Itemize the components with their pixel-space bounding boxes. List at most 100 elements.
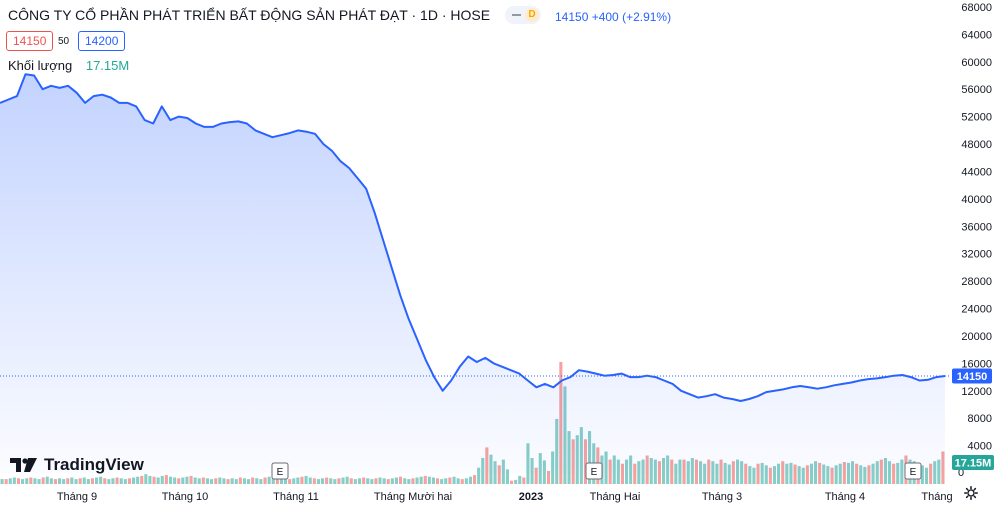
volume-bar <box>793 464 797 484</box>
volume-bar <box>226 479 230 484</box>
volume-bar <box>748 466 752 484</box>
volume-bar <box>452 476 456 484</box>
volume-bar <box>177 478 181 484</box>
volume-bar <box>440 479 444 484</box>
volume-bar <box>296 477 300 484</box>
volume-bar <box>366 478 370 484</box>
volume-bar <box>460 479 464 484</box>
volume-bar <box>214 478 218 484</box>
volume-bar <box>809 463 813 484</box>
volume-bar <box>0 479 4 484</box>
volume-bar <box>863 466 867 484</box>
y-tick-label: 16000 <box>961 358 992 370</box>
x-tick-label: Tháng 10 <box>162 491 208 503</box>
volume-tag: 17.15M <box>952 455 994 470</box>
y-tick-label: 68000 <box>961 2 992 14</box>
volume-bar <box>173 477 177 484</box>
volume-bar <box>830 467 834 484</box>
volume-bar <box>21 479 25 484</box>
y-tick-label: 40000 <box>961 194 992 206</box>
interval-status-pill[interactable]: D <box>505 6 541 24</box>
volume-bar <box>892 463 896 484</box>
volume-bar <box>62 479 66 484</box>
volume-bar <box>752 467 756 484</box>
volume-bar <box>547 471 551 484</box>
volume-bar <box>267 476 271 484</box>
volume-bar <box>896 462 900 484</box>
volume-bar <box>197 478 201 484</box>
volume-bar <box>871 463 875 484</box>
y-tick-label: 44000 <box>961 166 992 178</box>
volume-bar <box>518 475 522 484</box>
volume-bar <box>785 463 789 484</box>
volume-bar <box>744 463 748 484</box>
sell-price-button[interactable]: 14150 <box>6 31 54 51</box>
earnings-markers[interactable]: E E E <box>271 462 922 480</box>
volume-bar <box>345 476 349 484</box>
tradingview-logo[interactable]: TradingView <box>10 455 144 475</box>
volume-bar <box>805 465 809 484</box>
volume-bar <box>925 467 929 484</box>
y-tick-label: 36000 <box>961 221 992 233</box>
volume-bar <box>760 462 764 484</box>
volume-legend-label: Khối lượng <box>8 58 73 73</box>
x-tick-label: Tháng 9 <box>57 491 97 503</box>
volume-bar <box>300 476 304 484</box>
volume-bar <box>929 463 933 484</box>
volume-bar <box>25 478 29 484</box>
y-axis[interactable]: 6800064000600005600052000480004400040000… <box>958 2 992 479</box>
volume-bar <box>456 478 460 484</box>
volume-bar <box>16 478 20 484</box>
spread-value: 50 <box>58 36 70 47</box>
volume-bar <box>8 478 12 484</box>
volume-bar <box>723 462 727 484</box>
volume-bar <box>353 479 357 484</box>
x-axis[interactable]: Tháng 9 Tháng 10 Tháng 11 Tháng Mười hai 202… <box>57 491 953 503</box>
price-change-quote: 14150 +400 (+2.91%) <box>555 10 672 24</box>
price-tag-label: 14150 <box>957 371 988 383</box>
volume-bar <box>292 478 296 484</box>
volume-bar <box>399 476 403 484</box>
volume-bar <box>403 478 407 484</box>
volume-bar <box>251 477 255 484</box>
volume-bar <box>255 478 259 484</box>
volume-bar <box>169 476 173 484</box>
volume-bar <box>275 479 279 484</box>
buy-price-button[interactable]: 14200 <box>78 31 126 51</box>
volume-bar <box>78 478 82 484</box>
earnings-marker[interactable]: E <box>585 462 603 480</box>
volume-bar <box>152 476 156 484</box>
volume-bar <box>247 479 251 484</box>
volume-bar <box>448 477 452 484</box>
volume-bar <box>185 476 189 484</box>
volume-bar <box>99 476 103 484</box>
volume-legend[interactable]: Khối lượng 17.15M <box>8 58 129 73</box>
gear-icon[interactable] <box>964 486 978 500</box>
earnings-marker[interactable]: E <box>904 462 922 480</box>
volume-bar <box>382 478 386 484</box>
svg-text:E: E <box>910 467 917 478</box>
volume-bar <box>407 479 411 484</box>
volume-bar <box>497 465 501 484</box>
x-tick-label: Tháng 11 <box>273 491 319 503</box>
volume-bar <box>49 478 53 484</box>
volume-bar <box>304 475 308 484</box>
volume-bar <box>633 463 637 484</box>
y-tick-label: 20000 <box>961 331 992 343</box>
x-tick-label: Tháng Mười hai <box>374 491 452 503</box>
volume-bar <box>132 477 136 484</box>
volume-bar <box>333 479 337 484</box>
volume-bar <box>789 462 793 484</box>
volume-bar <box>768 467 772 484</box>
volume-bar <box>826 466 830 484</box>
earnings-marker[interactable]: E <box>271 462 289 480</box>
symbol-title[interactable]: CÔNG TY CỔ PHẦN PHÁT TRIỂN BẤT ĐỘNG SẢN … <box>8 7 491 23</box>
volume-bar <box>205 478 209 484</box>
volume-bar <box>423 475 427 484</box>
volume-bar <box>620 463 624 484</box>
volume-bar <box>801 467 805 484</box>
volume-bar <box>818 462 822 484</box>
x-tick-label: Tháng <box>921 491 952 503</box>
volume-bar <box>386 479 390 484</box>
